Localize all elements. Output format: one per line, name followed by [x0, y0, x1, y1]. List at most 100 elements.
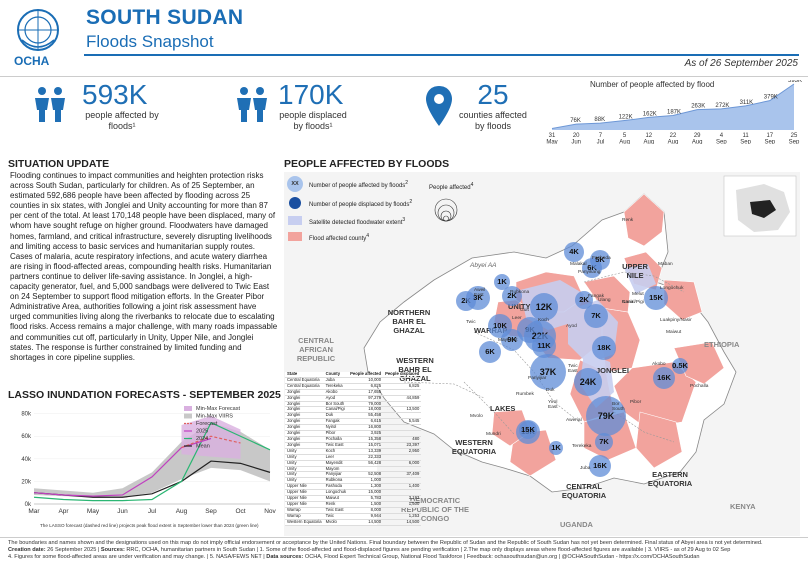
kpi-affected-value: 593K [82, 79, 148, 110]
map-bubble-label: 6K [587, 263, 597, 272]
ocha-logo [8, 6, 68, 68]
table-cell: Jonglei [285, 401, 324, 408]
map-bubble-affected [549, 441, 563, 455]
table-cell [383, 430, 422, 437]
map-bubble-affected [532, 334, 556, 358]
trend-chart-title: Number of people affected by flood [590, 80, 715, 89]
map-place-label: Renk [622, 218, 634, 223]
map-place-label: Panyijiar [528, 376, 547, 381]
legend-size-circles [434, 198, 458, 222]
map-place-label: Maiwut [666, 330, 682, 335]
table-cell: Akobo [323, 389, 349, 396]
county-table: State County People affected People disp… [285, 371, 422, 526]
kpi-displaced-value: 170K [278, 79, 344, 110]
lasso-ytick: 0k [25, 502, 32, 508]
table-cell: Terekeka [323, 383, 349, 390]
trend-value-label: 593K [788, 80, 802, 84]
table-cell: 13,500 [383, 407, 422, 414]
table-cell: 3,193 [383, 495, 422, 502]
county-table-grid: State County People affected People disp… [285, 371, 422, 526]
table-cell: Rubkona [323, 477, 349, 485]
map-place-label: Maban [658, 262, 673, 267]
map-bubble-label: 10K [493, 321, 507, 330]
map-place-label: Mvolo [470, 414, 483, 419]
table-cell: Pochalla [323, 436, 349, 443]
state-nbeg: NORTHERN BAHR EL GHAZAL [387, 308, 431, 335]
table-cell: Bor South [323, 401, 349, 408]
map-bubble-affected [586, 396, 626, 436]
legend-displaced-label: Number of people displaced by floods2 [309, 199, 413, 208]
map-place-label: Juba [580, 466, 591, 471]
country-kenya: KENYA [730, 502, 756, 511]
lasso-2024-line [33, 421, 271, 502]
map-bubble-label: 16K [657, 373, 671, 382]
table-cell: Jonglei [285, 418, 324, 426]
table-row: Unity Mayendit 56,428 6,000 [285, 460, 422, 467]
table-cell: Upper Nile [285, 489, 324, 497]
lasso-note: The LASSO forecast (dashed red line) pro… [40, 523, 259, 528]
trend-area [552, 84, 794, 130]
map-place-label: Twic East [568, 364, 578, 374]
legend-county-swatch [288, 232, 302, 241]
trend-date-day: 17 [766, 133, 773, 139]
table-cell: Juba [323, 377, 349, 384]
table-cell: 18,000 [348, 407, 384, 414]
people-displaced-icon [232, 84, 272, 129]
trend-date-day: 5 [623, 133, 627, 139]
trend-chart-svg: 31May76K20Jun88K7Jul122K5Aug162K12Aug187… [546, 80, 802, 145]
lasso-xtick: Apr [58, 508, 69, 515]
table-cell: 6,615 [348, 418, 384, 426]
map-bubble-affected [519, 421, 537, 439]
lasso-ytick: 80k [21, 412, 32, 418]
lasso-legend-label: 2024 [196, 436, 208, 442]
footer-line2: Creation date: 26 September 2025 | Sourc… [8, 547, 731, 554]
table-cell [383, 424, 422, 432]
table-row: Warrap Twic 9,944 1,253 [285, 513, 422, 520]
state-jonglei: JONGLEI [596, 366, 629, 375]
trend-date-day: 25 [791, 133, 798, 139]
legend-satellite-label: Satellite detected floodwater extent3 [309, 217, 406, 226]
lasso-xtick: Oct [235, 508, 245, 515]
kpi-affected: 593K people affected by floods¹ [82, 80, 182, 144]
trend-value-label: 379K [764, 95, 778, 101]
kpi-counties-value: 25 [477, 79, 509, 110]
map-bubble-affected [479, 341, 501, 363]
kpi-strip [0, 76, 808, 146]
table-cell: Unity [285, 454, 324, 461]
table-cell: Jonglei [285, 436, 324, 443]
lasso-legend-label: Forecast [196, 421, 218, 427]
table-cell: Twic East [323, 442, 349, 449]
table-row: Central Equatoria Juba 10,000 [285, 377, 422, 384]
table-cell: Unity [285, 471, 324, 479]
map-bubble-affected [502, 286, 522, 306]
trend-value-label: 88K [594, 117, 605, 123]
country-uganda: UGANDA [560, 520, 593, 529]
table-cell: Central Equatoria [285, 377, 324, 384]
map-bubble-label: 4K [569, 247, 579, 256]
trend-date-day: 12 [645, 133, 652, 139]
table-cell: Jonglei [285, 442, 324, 449]
map-bubble-affected [590, 250, 610, 270]
map-bubble-label: 7K [599, 437, 609, 446]
map-place-label: Koch [538, 318, 549, 323]
table-row: Jonglei Ayod 97,279 44,859 [285, 395, 422, 402]
trend-date-month: Aug [692, 140, 703, 145]
table-row: Upper Nile Maiwut 5,783 3,193 [285, 495, 422, 502]
table-cell: Duk [323, 412, 349, 420]
table-cell: 15,000 [348, 489, 384, 497]
table-row: Unity Koch 13,339 2,950 [285, 448, 422, 455]
legend-affected-bubble: XX [287, 176, 303, 192]
table-cell [383, 454, 422, 461]
table-cell: 480 [383, 436, 422, 443]
table-cell: Mayom [323, 466, 349, 473]
table-cell: 5,783 [348, 495, 384, 502]
map-place-label: Akobo [652, 362, 666, 367]
table-cell: Longochuk [323, 489, 349, 497]
trend-date-month: Jun [571, 140, 581, 145]
table-cell [383, 507, 422, 514]
table-cell [383, 477, 422, 485]
table-header: People displaced [383, 371, 422, 378]
table-cell: 6,825 [383, 383, 422, 390]
map-bubble-label: 2K [579, 295, 589, 304]
map-place-label: Yirol East [548, 400, 558, 410]
